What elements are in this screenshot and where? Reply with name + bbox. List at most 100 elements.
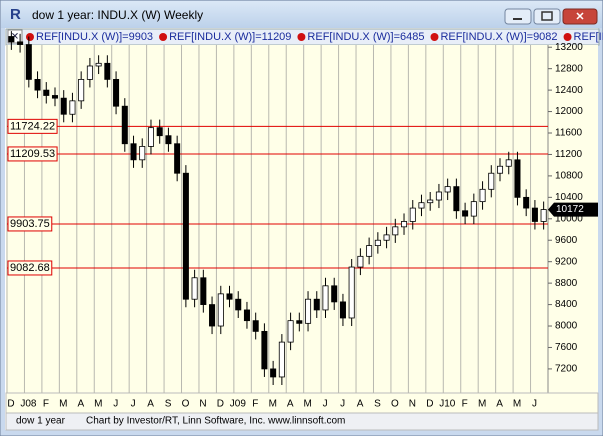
candle-body	[409, 207, 416, 222]
x-tick-label: J	[532, 399, 537, 410]
x-tick-label: J08	[20, 399, 37, 410]
x-tick-label: S	[374, 399, 381, 410]
x-tick-label: F	[252, 399, 258, 410]
x-tick-label: J10	[439, 399, 456, 410]
candle-body	[479, 188, 486, 203]
candle-body	[121, 105, 128, 145]
ref-label: 9082.68	[10, 262, 50, 274]
ref-label-box	[7, 118, 58, 134]
candle-body	[339, 301, 346, 319]
ref-label: 11209.53	[10, 148, 55, 160]
ref-label-box	[7, 260, 53, 276]
x-tick-label: J09	[230, 399, 247, 410]
candle-body	[25, 44, 32, 80]
candle-body	[540, 209, 547, 222]
legend-entry: REF[INDU.X (W)]=11209	[169, 31, 291, 43]
close-button[interactable]	[562, 8, 598, 25]
candle-body	[130, 143, 137, 161]
candle-body	[392, 226, 399, 236]
x-tick-label: N	[409, 399, 416, 410]
candle-body	[209, 304, 216, 327]
candle-body	[383, 234, 390, 241]
close-icon: ✕	[575, 11, 584, 23]
candle-body	[226, 293, 233, 300]
candle-body	[287, 320, 294, 343]
candle-body	[147, 127, 154, 147]
candle-body	[331, 285, 338, 303]
candle-body	[523, 196, 530, 209]
x-tick-label: J	[131, 399, 136, 410]
candle-body	[182, 172, 189, 300]
candle-body	[104, 62, 111, 80]
x-tick-label: M	[59, 399, 67, 410]
x-tick-label: J	[323, 399, 328, 410]
x-tick-label: A	[357, 399, 364, 410]
y-tick-label: 12400	[555, 85, 583, 96]
legend-entry: REF[INDU.X (W)]=9082	[440, 31, 557, 43]
title-bar	[1, 1, 602, 28]
x-tick-label: D	[426, 399, 433, 410]
x-tick-label: A	[77, 399, 84, 410]
legend-marker	[159, 33, 168, 41]
last-price-box	[548, 202, 598, 217]
app-icon: R	[10, 6, 21, 23]
candle-body	[78, 78, 85, 102]
candle-body	[174, 143, 181, 174]
candle-body	[470, 201, 477, 217]
x-tick-label: F	[43, 399, 49, 410]
legend-marker	[297, 33, 306, 41]
status-bar	[5, 412, 599, 431]
x-tick-label: M	[269, 399, 277, 410]
candle-body	[191, 277, 198, 300]
candle-body	[86, 65, 93, 80]
candle-body	[444, 186, 451, 193]
candle-body	[200, 277, 207, 305]
plot-area	[6, 45, 548, 393]
candle-body	[95, 62, 102, 67]
x-tick-label: S	[165, 399, 172, 410]
y-tick-label: 11200	[555, 149, 583, 160]
maximize-button[interactable]	[533, 8, 561, 25]
candle-body	[296, 320, 303, 324]
candle-body	[235, 298, 242, 311]
y-tick-label: 7200	[555, 364, 578, 375]
candle-body	[252, 320, 259, 332]
candle-body	[8, 36, 15, 43]
candle-body	[60, 97, 67, 115]
y-tick-label: 12800	[555, 63, 583, 74]
candle-body	[69, 100, 76, 115]
y-tick-label: 7600	[555, 342, 578, 353]
candle-body	[17, 41, 24, 45]
y-tick-label: 13200	[555, 42, 583, 53]
candle-body	[217, 293, 224, 327]
y-tick-label: 8000	[555, 321, 578, 332]
x-tick-label: M	[94, 399, 102, 410]
candle-body	[139, 146, 146, 161]
y-tick-label: 10400	[555, 192, 583, 203]
window-title: dow 1 year: INDU.X (W) Weekly	[32, 8, 203, 22]
status-right: Chart by Investor/RT, Linn Software, Inc…	[86, 416, 345, 427]
y-tick-label: 10000	[555, 213, 583, 224]
y-tick-label: 9200	[555, 256, 578, 267]
candle-body	[261, 330, 268, 370]
maximize-icon	[541, 11, 553, 21]
candle-body	[243, 309, 250, 322]
ref-label: 11724.22	[10, 120, 55, 132]
candle-body	[366, 245, 373, 257]
candle-body	[514, 159, 521, 198]
candle-body	[113, 78, 120, 107]
y-tick-label: 9600	[555, 235, 578, 246]
legend-marker	[430, 33, 439, 41]
x-tick-label: A	[287, 399, 294, 410]
y-tick-label: 12000	[555, 106, 583, 117]
x-tick-label: N	[199, 399, 206, 410]
minimize-button[interactable]	[504, 8, 532, 25]
legend-entry: REF[INDU.X (W)]=6485	[307, 31, 424, 43]
ref-label-box	[7, 216, 53, 232]
legend-close-icon: ✕	[11, 32, 19, 43]
y-tick-label: 8800	[555, 278, 578, 289]
ref-label: 9903.75	[10, 218, 50, 230]
candle-body	[488, 172, 495, 190]
x-tick-label: M	[478, 399, 486, 410]
x-tick-label: D	[217, 399, 224, 410]
